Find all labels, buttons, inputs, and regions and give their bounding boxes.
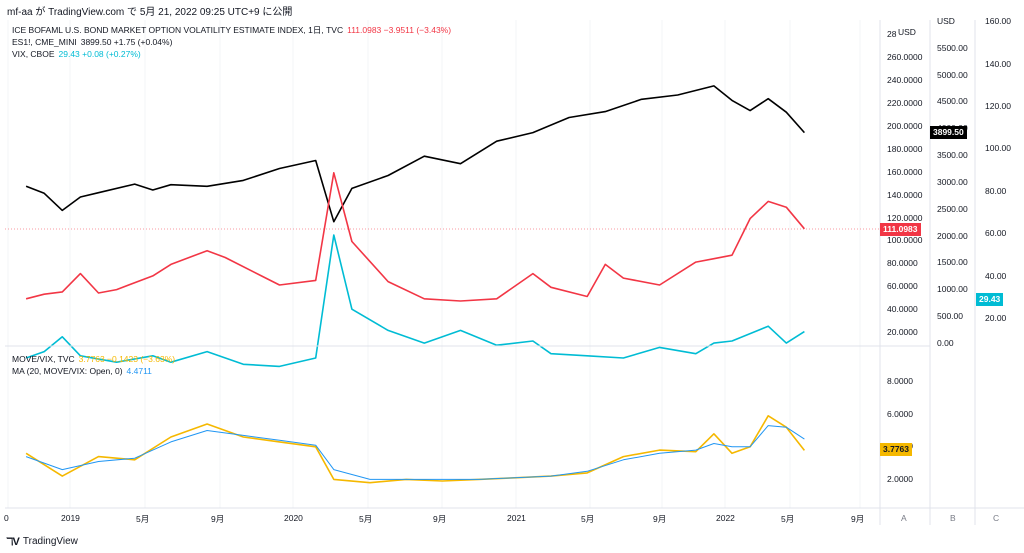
move-tick-label: 160.0000 bbox=[887, 166, 923, 177]
usd-label-move[interactable]: USD bbox=[898, 27, 916, 37]
move-tick-label: 260.0000 bbox=[887, 52, 923, 63]
legend-move[interactable]: ICE BOFAML U.S. BOND MARKET OPTION VOLAT… bbox=[12, 25, 452, 35]
es-tick-label: USD bbox=[937, 15, 955, 26]
vix-price-tag: 29.43 bbox=[976, 293, 1004, 306]
scale-button-b[interactable]: B bbox=[950, 513, 956, 523]
move-price-tag: 111.0983 bbox=[880, 223, 921, 236]
top-series-line-2[interactable] bbox=[25, 234, 805, 368]
es-tick-label: 1000.00 bbox=[937, 284, 968, 295]
move-tick-label: 100.0000 bbox=[887, 235, 923, 246]
time-tick-label: 2020 bbox=[284, 513, 303, 523]
time-tick-label: 5月 bbox=[359, 514, 373, 524]
time-tick-label: 5月 bbox=[581, 514, 595, 524]
vix-tick-label: 40.00 bbox=[985, 270, 1007, 281]
time-tick-label: 9月 bbox=[851, 514, 865, 524]
move-tick-label: 120.0000 bbox=[887, 212, 923, 223]
ratio-tick-label: 2.0000 bbox=[887, 474, 913, 484]
es-tick-label: 3000.00 bbox=[937, 176, 968, 187]
vix-tick-label: 80.00 bbox=[985, 185, 1007, 196]
move-tick-label: 40.0000 bbox=[887, 304, 918, 315]
legend-ma[interactable]: MA (20, MOVE/VIX: Open, 0) 4.4711 bbox=[12, 366, 152, 376]
publish-info: mf-aa が TradingView.com で 5月 21, 2022 09… bbox=[7, 7, 293, 18]
legend-vix[interactable]: VIX, CBOE 29.43 +0.08 (+0.27%) bbox=[12, 49, 141, 59]
scale-button-a[interactable]: A bbox=[901, 513, 907, 523]
vix-tick-label: 20.00 bbox=[985, 313, 1007, 323]
vix-tick-label: 100.00 bbox=[985, 143, 1011, 154]
time-tick-label: 0 bbox=[4, 513, 9, 523]
tradingview-logo-icon: ℸV bbox=[6, 536, 20, 548]
top-series-line-0[interactable] bbox=[25, 85, 805, 223]
vix-tick-label: 60.00 bbox=[985, 228, 1007, 239]
move-tick-label: 28 bbox=[887, 29, 897, 40]
move-tick-label: 200.0000 bbox=[887, 120, 923, 131]
top-series-line-1[interactable] bbox=[25, 172, 806, 302]
time-tick-label: 5月 bbox=[781, 514, 795, 524]
es-tick-label: 1500.00 bbox=[937, 257, 968, 268]
bottom-series-line-1[interactable] bbox=[25, 425, 805, 480]
legend-top: ICE BOFAML U.S. BOND MARKET OPTION VOLAT… bbox=[12, 24, 451, 60]
time-tick-label: 9月 bbox=[653, 514, 667, 524]
legend-es[interactable]: ES1!, CME_MINI 3899.50 +1.75 (+0.04%) bbox=[12, 37, 173, 47]
vix-tick-label: 160.00 bbox=[985, 16, 1011, 27]
tradingview-brand[interactable]: ℸV TradingView bbox=[6, 536, 78, 548]
time-tick-label: 9月 bbox=[433, 514, 447, 524]
vix-tick-label: 140.00 bbox=[985, 58, 1011, 69]
es-tick-label: 2500.00 bbox=[937, 203, 968, 214]
es-tick-label: 2000.00 bbox=[937, 230, 968, 241]
ratio-tick-label: 8.0000 bbox=[887, 376, 913, 387]
ratio-tick-label: 6.0000 bbox=[887, 408, 913, 419]
move-tick-label: 140.0000 bbox=[887, 189, 923, 200]
time-tick-label: 9月 bbox=[211, 514, 225, 524]
time-tick-label: 2022 bbox=[716, 513, 735, 523]
es-tick-label: 0.00 bbox=[937, 338, 954, 348]
bottom-series-line-0[interactable] bbox=[25, 415, 806, 484]
move-tick-label: 80.0000 bbox=[887, 258, 918, 269]
es-tick-label: 5500.00 bbox=[937, 42, 968, 53]
vix-tick-label: 120.00 bbox=[985, 101, 1011, 111]
ratio-price-tag: 3.7763 bbox=[880, 443, 912, 456]
es-tick-label: 4500.00 bbox=[937, 96, 968, 107]
es-price-tag: 3899.50 bbox=[930, 126, 967, 139]
time-tick-label: 2019 bbox=[61, 513, 80, 523]
time-tick-label: 5月 bbox=[136, 514, 150, 524]
move-tick-label: 60.0000 bbox=[887, 281, 918, 292]
move-tick-label: 180.0000 bbox=[887, 143, 923, 154]
legend-bottom: MOVE/VIX, TVC 3.7763 −0.1423 (−3.63%) MA … bbox=[12, 353, 175, 377]
es-tick-label: 5000.00 bbox=[937, 69, 968, 80]
scale-button-c[interactable]: C bbox=[993, 513, 1000, 523]
legend-move-vix[interactable]: MOVE/VIX, TVC 3.7763 −0.1423 (−3.63%) bbox=[12, 354, 176, 364]
move-tick-label: 240.0000 bbox=[887, 75, 923, 86]
es-tick-label: 500.00 bbox=[937, 311, 963, 322]
move-tick-label: 20.0000 bbox=[887, 327, 918, 337]
move-tick-label: 220.0000 bbox=[887, 98, 923, 108]
time-tick-label: 2021 bbox=[507, 513, 526, 523]
es-tick-label: 3500.00 bbox=[937, 150, 968, 161]
